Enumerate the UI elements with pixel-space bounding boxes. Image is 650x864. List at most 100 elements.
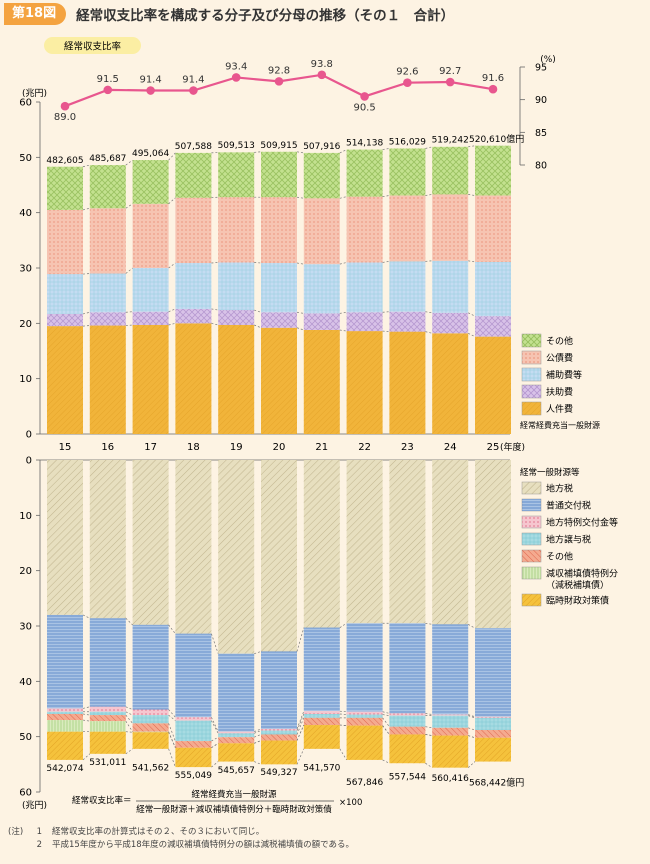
top-bar-segment-texture — [475, 316, 511, 337]
top-legend-label: 公債費 — [546, 352, 573, 364]
bottom-connector — [425, 734, 433, 736]
bottom-bar-segment-texture — [261, 728, 297, 731]
top-bar-segment-texture — [432, 333, 469, 434]
bottom-bar-segment-texture — [47, 713, 83, 721]
bottom-bar-segment-texture — [303, 460, 340, 628]
top-connector — [339, 262, 347, 265]
bottom-bar-segment-texture — [475, 717, 511, 731]
bottom-bar-segment-texture — [175, 747, 212, 768]
top-y-tick-label: 50 — [19, 153, 32, 164]
bottom-bar-segment-texture — [132, 624, 169, 710]
top-connector — [382, 148, 390, 150]
top-bar-segment-texture — [261, 197, 297, 264]
top-connector — [468, 312, 476, 317]
bottom-connector — [425, 713, 433, 715]
top-total-label: 507,916 — [303, 142, 340, 152]
bottom-total-label: 560,416 — [432, 774, 469, 784]
bottom-bar-segment-texture — [261, 734, 297, 741]
bottom-connector — [82, 753, 91, 761]
top-bar-segment-texture — [346, 312, 383, 332]
bottom-total-label: 567,846 — [346, 778, 383, 788]
top-bar-segment-texture — [475, 261, 511, 317]
top-bar-segment-texture — [175, 152, 212, 198]
bottom-bar-segment-texture — [175, 460, 212, 634]
top-bar-segment-texture — [475, 145, 511, 196]
bottom-total-label: 541,562 — [132, 764, 169, 774]
top-connector — [339, 311, 347, 314]
bottom-total-label: 545,657 — [218, 766, 255, 776]
ratio-value-label: 89.0 — [54, 112, 76, 123]
x-category-label: 18 — [187, 442, 200, 453]
ratio-value-label: 92.6 — [396, 67, 418, 78]
ratio-point — [360, 92, 369, 101]
ratio-point — [103, 85, 113, 95]
bottom-total-label: 568,442億円 — [469, 777, 524, 789]
bottom-y-tick-label: 30 — [19, 622, 32, 633]
top-connector — [382, 261, 390, 263]
footnote-number: 2 — [36, 840, 42, 850]
bottom-bar-segment-texture — [346, 623, 383, 712]
bottom-legend-swatch-texture — [522, 567, 541, 579]
ratio-point — [488, 84, 498, 94]
top-connector — [82, 273, 90, 275]
bottom-bar-segment-texture — [218, 731, 255, 734]
figure-label: 第18図 — [4, 3, 67, 25]
bottom-bar-segment-texture — [132, 731, 169, 733]
bottom-connector — [296, 627, 305, 652]
ratio-value-label: 91.4 — [182, 75, 204, 86]
top-bar-segment-texture — [389, 331, 426, 434]
bottom-y-unit: (兆円) — [22, 800, 47, 811]
ratio-legend-pill — [44, 37, 141, 54]
bottom-bar-segment-texture — [218, 460, 255, 654]
bottom-connector — [339, 724, 347, 726]
bottom-y-tick-label: 60 — [19, 788, 32, 799]
top-connector — [82, 207, 90, 211]
top-bar-segment-texture — [218, 197, 255, 263]
bottom-connectors — [82, 614, 476, 768]
ratio-tick-label: 90 — [535, 95, 547, 106]
top-total-label: 482,605 — [46, 156, 83, 166]
bottom-bar-segment-texture — [475, 460, 511, 629]
bottom-connector — [254, 740, 262, 744]
bottom-bar-segment-texture — [389, 460, 426, 624]
bottom-connector — [254, 734, 262, 738]
bottom-bar-segment-texture — [89, 711, 126, 716]
bottom-connector — [254, 761, 262, 765]
top-connector — [82, 325, 90, 327]
bottom-total-label: 531,011 — [89, 758, 126, 768]
top-total-label: 520,610億円 — [469, 133, 524, 145]
bottom-legend-label: 減収補填債特例分 — [546, 568, 618, 580]
top-connector — [125, 324, 133, 326]
top-bar-segment-texture — [346, 331, 383, 434]
ratio-line-chart: 経常収支比率 (%) 95 90 85 80 89.0 91.5 91.4 91.4 93.4… — [44, 37, 556, 172]
bottom-legend-label: 普通交付税 — [546, 500, 591, 512]
top-bar-segment-texture — [218, 152, 255, 198]
bottom-connector — [339, 713, 347, 715]
bottom-bar-segment-texture — [346, 725, 383, 760]
bottom-connector — [211, 720, 219, 734]
x-unit-label: (年度) — [500, 441, 525, 453]
top-bar-segment-texture — [346, 262, 383, 313]
ratio-unit-label: (%) — [540, 55, 556, 65]
top-connector — [468, 332, 476, 337]
bottom-total-label: 541,570 — [303, 764, 340, 774]
ratio-points: 89.0 91.5 91.4 91.4 93.4 92.8 93.8 90.5 92.6 92.7… — [54, 59, 504, 123]
top-y-tick-label: 10 — [19, 374, 32, 385]
formula-lhs: 経常収支比率＝ — [72, 795, 132, 806]
top-y-ticks: 0 10 20 30 40 50 60 — [19, 98, 40, 441]
bottom-legend-swatch-texture — [522, 533, 541, 545]
footnote-text: 経常収支比率の計算式はその２、その３において同じ。 — [52, 827, 265, 837]
top-bar-segment-texture — [47, 209, 83, 275]
top-y-tick-label: 30 — [19, 264, 32, 275]
bottom-bar-segment-texture — [475, 628, 511, 717]
top-bars — [47, 145, 511, 434]
top-connector — [211, 308, 219, 311]
top-connector — [125, 159, 133, 166]
bottom-connector — [168, 624, 176, 634]
bottom-connector — [339, 622, 347, 628]
top-legend-swatch-texture — [522, 402, 541, 415]
ratio-value-label: 90.5 — [353, 102, 375, 113]
bottom-connector — [382, 759, 390, 764]
bottom-total-label: 557,544 — [389, 772, 426, 782]
bottom-bar-segment-texture — [175, 717, 212, 721]
